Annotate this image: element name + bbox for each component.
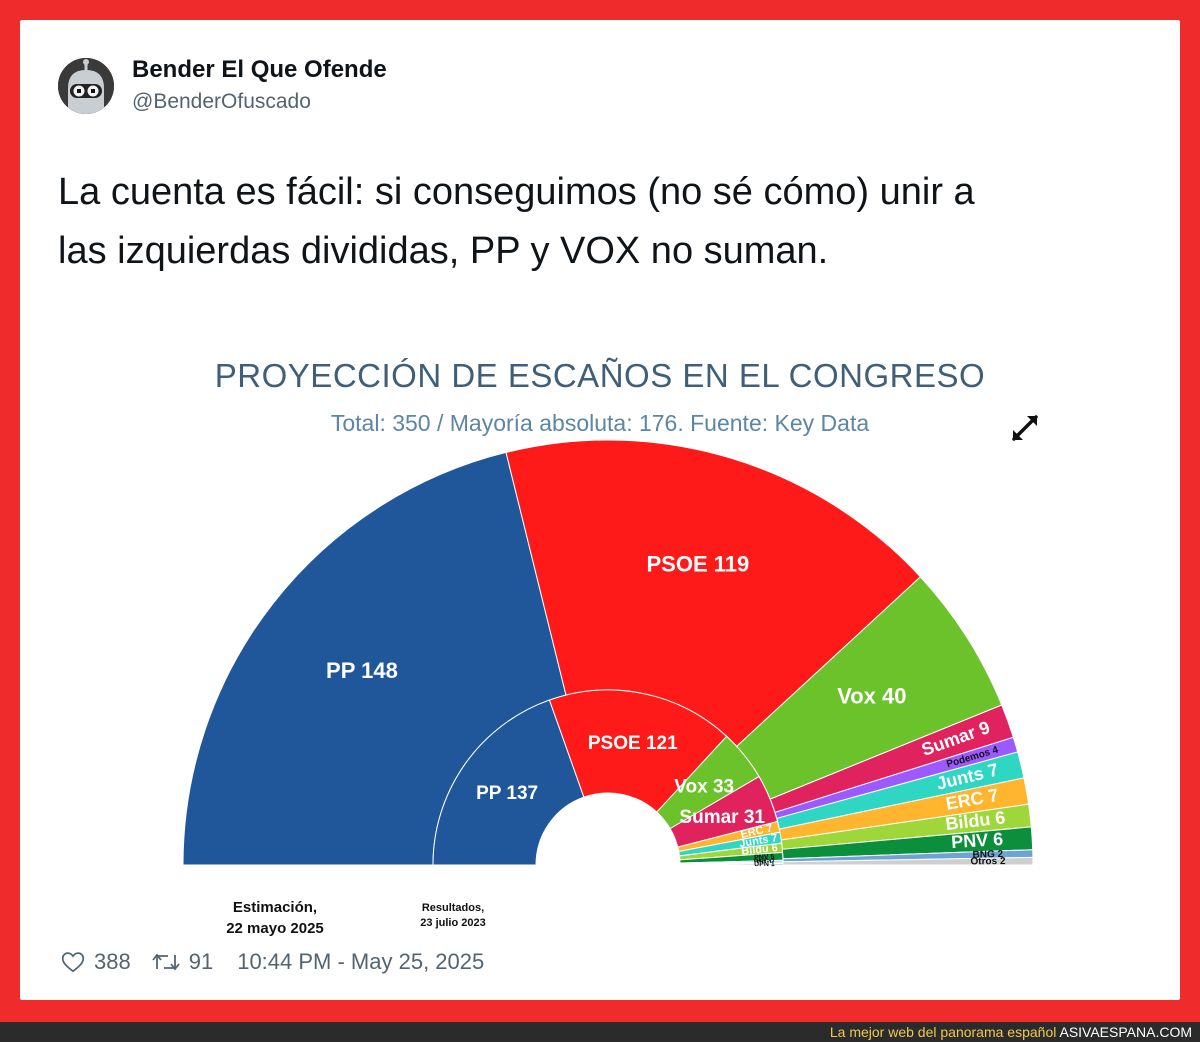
seat-wedge-results-erc xyxy=(677,820,781,853)
seat-wedge-estimate-junts xyxy=(776,751,1025,830)
seat-wedge-estimate-bildu xyxy=(780,803,1032,850)
seat-label-estimate-junts: Junts 7 xyxy=(934,759,1000,793)
seat-wedge-results-bildu xyxy=(678,842,784,861)
seat-label-results-sumar: Sumar 31 xyxy=(679,807,765,828)
seat-label-results-vox: Vox 33 xyxy=(674,777,734,798)
user-name[interactable]: Bender El Que Ofende xyxy=(132,56,387,83)
seat-label-estimate-vox: Vox 40 xyxy=(837,683,906,708)
seat-wedge-estimate-podemos xyxy=(774,736,1019,820)
seat-wedge-results-sumar xyxy=(669,775,779,848)
heart-icon xyxy=(61,952,85,973)
retweet-count: 91 xyxy=(188,949,214,974)
seat-label-estimate-bng: BNG 2 xyxy=(972,849,1003,861)
tweet-text-line-2: las izquierdas divididas, PP y VOX no su… xyxy=(58,230,829,272)
user-handle[interactable]: @BenderOfuscado xyxy=(132,90,311,113)
seat-wedge-results-cc xyxy=(679,861,784,865)
seat-wedge-results-pnv xyxy=(679,851,784,864)
like-button[interactable]: 388 xyxy=(60,949,151,975)
seat-wedge-estimate-sumar xyxy=(769,704,1014,814)
seat-wedge-results-bng xyxy=(679,859,784,865)
seat-label-results-upn: UPN 1 xyxy=(754,861,775,868)
seat-wedge-results-pp xyxy=(432,699,585,866)
ring-caption-estimate: Estimación, xyxy=(233,899,317,916)
watermark-site: ASIVAESPANA.COM xyxy=(1059,1024,1192,1040)
tweet-timestamp[interactable]: 10:44 PM - May 25, 2025 xyxy=(237,949,485,974)
seat-label-results-erc: ERC 7 xyxy=(740,822,774,841)
seat-label-results-pnv: PNV 5 xyxy=(754,854,775,862)
seat-wedge-estimate-erc xyxy=(778,777,1030,841)
like-count: 388 xyxy=(94,949,131,974)
seat-label-results-bng: BNG 1 xyxy=(754,858,776,865)
ring-caption-results: Resultados, xyxy=(422,902,484,914)
tweet-footer: 388 91 10:44 PM - May 25, 2025 xyxy=(60,945,484,979)
seat-wedge-estimate-bng xyxy=(782,849,1034,863)
seat-wedge-estimate-vox xyxy=(735,576,1003,800)
tweet-text-line-1: La cuenta es fácil: si conseguimos (no s… xyxy=(58,171,975,213)
seat-wedge-estimate-pnv xyxy=(781,826,1034,860)
seat-label-estimate-sumar: Sumar 9 xyxy=(919,717,993,760)
seat-label-results-pp: PP 137 xyxy=(476,783,538,804)
ring-caption-estimate-date: 22 mayo 2025 xyxy=(226,920,324,937)
seat-label-estimate-podemos: Podemos 4 xyxy=(945,745,1000,771)
seat-wedge-results-psoe xyxy=(548,689,728,813)
ring-caption-results-date: 23 julio 2023 xyxy=(420,917,485,929)
seat-label-estimate-pnv: PNV 6 xyxy=(951,829,1004,852)
seat-label-estimate-otros: Otros 2 xyxy=(970,856,1006,867)
bender-avatar-icon[interactable] xyxy=(58,58,114,114)
seat-wedge-estimate-psoe xyxy=(505,439,922,748)
seat-label-estimate-pp: PP 148 xyxy=(326,658,398,683)
expand-arrows-icon[interactable] xyxy=(1005,408,1045,448)
watermark-bar: La mejor web del panorama español ASIVAE… xyxy=(0,1022,1200,1042)
watermark[interactable]: La mejor web del panorama español ASIVAE… xyxy=(830,1024,1192,1040)
seat-label-results-junts: Junts 7 xyxy=(738,832,778,850)
seat-wedge-results-upn xyxy=(679,862,784,866)
seat-wedge-estimate-pp xyxy=(182,451,567,866)
retweet-icon xyxy=(152,953,180,971)
seat-wedge-estimate-otros xyxy=(782,856,1034,866)
retweet-button[interactable]: 91 xyxy=(151,949,237,975)
seat-wedge-results-vox xyxy=(656,735,760,830)
seat-label-results-bildu: Bildu 6 xyxy=(741,842,779,858)
seat-wedge-results-junts xyxy=(678,831,783,857)
seat-label-estimate-psoe: PSOE 119 xyxy=(646,552,749,577)
watermark-text: La mejor web del panorama español xyxy=(829,1024,1057,1040)
seat-label-results-cc: CC 1 xyxy=(756,860,772,867)
chart-subtitle: Total: 350 / Mayoría absoluta: 176. Fuen… xyxy=(330,410,870,436)
seat-label-estimate-erc: ERC 7 xyxy=(944,785,1000,814)
seat-label-results-psoe: PSOE 121 xyxy=(588,733,678,754)
tweet-text: La cuenta es fácil: si conseguimos (no s… xyxy=(58,163,1138,281)
seat-label-estimate-bildu: Bildu 6 xyxy=(944,807,1006,834)
tweet-card: Bender El Que Ofende @BenderOfuscado La … xyxy=(20,20,1180,1000)
chart-title: PROYECCIÓN DE ESCAÑOS EN EL CONGRESO xyxy=(214,357,986,394)
